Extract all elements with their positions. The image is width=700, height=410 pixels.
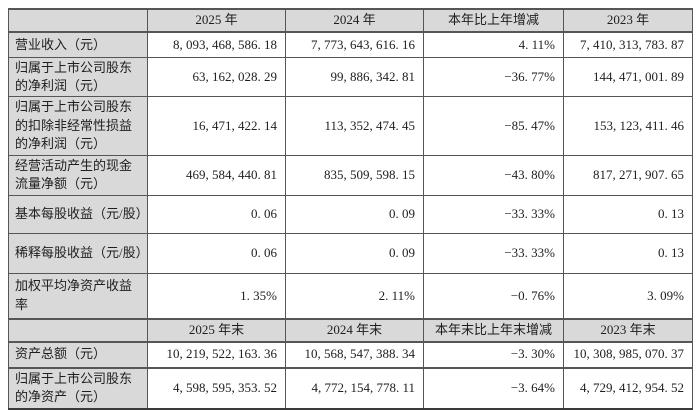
cell-2024: 113, 352, 474. 45 (285, 96, 424, 156)
cell-2023: 144, 471, 001. 89 (563, 56, 693, 98)
row-label: 营业收入（元） (8, 31, 148, 58)
cell-yoy-end-change: −3. 64% (423, 367, 564, 410)
cell-yoy-change: −85. 47% (423, 96, 564, 156)
cell-2023-end: 10, 308, 985, 070. 37 (563, 341, 693, 369)
row-operating-cash-flow: 经营活动产生的现金流量净额（元） 469, 584, 440. 81 835, … (8, 154, 693, 196)
cell-2024: 7, 773, 643, 616. 16 (285, 31, 424, 58)
cell-yoy-change: 4. 11% (423, 31, 564, 58)
financial-summary-table: 2025 年 2024 年 本年比上年增减 2023 年 营业收入（元） 8, … (8, 8, 693, 410)
row-label: 资产总额（元） (8, 341, 148, 369)
cell-2024: 2. 11% (285, 272, 424, 320)
cell-2024: 99, 886, 342. 81 (285, 56, 424, 98)
col-header-2023-end: 2023 年末 (563, 318, 693, 343)
col-header-2025: 2025 年 (147, 8, 286, 33)
cell-2024: 0. 09 (285, 194, 424, 234)
col-header-2024: 2024 年 (285, 8, 424, 33)
cell-2023: 0. 13 (563, 232, 693, 274)
cell-2025: 0. 06 (147, 194, 286, 234)
col-header-2023: 2023 年 (563, 8, 693, 33)
cell-2023: 3. 09% (563, 272, 693, 320)
row-label: 经营活动产生的现金流量净额（元） (8, 154, 148, 196)
period-end-header-row: 2025 年末 2024 年末 本年末比上年末增减 2023 年末 (8, 318, 693, 343)
row-weighted-average-roe: 加权平均净资产收益率 1. 35% 2. 11% −0. 76% 3. 09% (8, 272, 693, 320)
cell-2024: 0. 09 (285, 232, 424, 274)
row-label: 稀释每股收益（元/股） (8, 232, 149, 274)
cell-2025: 1. 35% (147, 272, 286, 320)
row-label: 归属于上市公司股东的净利润（元） (8, 56, 148, 98)
row-operating-revenue: 营业收入（元） 8, 093, 468, 586. 18 7, 773, 643… (8, 31, 693, 58)
cell-2023: 817, 271, 907. 65 (563, 154, 693, 196)
header-blank-cell (8, 318, 148, 343)
row-total-assets: 资产总额（元） 10, 219, 522, 163. 36 10, 568, 5… (8, 341, 693, 369)
col-header-yoy-end-change: 本年末比上年末增减 (423, 318, 564, 343)
cell-yoy-end-change: −3. 30% (423, 341, 564, 369)
cell-2024-end: 10, 568, 547, 388. 34 (285, 341, 424, 369)
cell-2025-end: 10, 219, 522, 163. 36 (147, 341, 286, 369)
cell-2025: 8, 093, 468, 586. 18 (147, 31, 286, 58)
cell-2024: 835, 509, 598. 15 (285, 154, 424, 196)
cell-2025: 469, 584, 440. 81 (147, 154, 286, 196)
cell-2025: 16, 471, 422. 14 (147, 96, 286, 156)
col-header-yoy-change: 本年比上年增减 (423, 8, 564, 33)
cell-yoy-change: −33. 33% (423, 194, 564, 234)
cell-2023-end: 4, 729, 412, 954. 52 (563, 367, 693, 410)
cell-yoy-change: −36. 77% (423, 56, 564, 98)
cell-2025: 0. 06 (147, 232, 286, 274)
row-label: 归属于上市公司股东的净资产（元） (8, 367, 148, 410)
row-net-profit-attributable: 归属于上市公司股东的净利润（元） 63, 162, 028. 29 99, 88… (8, 56, 693, 98)
cell-yoy-change: −43. 80% (423, 154, 564, 196)
cell-2025: 63, 162, 028. 29 (147, 56, 286, 98)
row-net-profit-deducting-non-recurring: 归属于上市公司股东的扣除非经常性损益的净利润（元） 16, 471, 422. … (8, 96, 693, 156)
cell-2025-end: 4, 598, 595, 353. 52 (147, 367, 286, 410)
row-label: 加权平均净资产收益率 (8, 272, 148, 320)
period-header-row: 2025 年 2024 年 本年比上年增减 2023 年 (8, 8, 693, 33)
cell-yoy-change: −0. 76% (423, 272, 564, 320)
header-blank-cell (8, 8, 148, 33)
cell-2024-end: 4, 772, 154, 778. 11 (285, 367, 424, 410)
cell-2023: 153, 123, 411. 46 (563, 96, 693, 156)
row-label: 基本每股收益（元/股） (8, 194, 149, 234)
row-diluted-eps: 稀释每股收益（元/股） 0. 06 0. 09 −33. 33% 0. 13 (8, 232, 693, 274)
cell-2023: 7, 410, 313, 783. 87 (563, 31, 693, 58)
cell-2023: 0. 13 (563, 194, 693, 234)
row-net-assets-attributable: 归属于上市公司股东的净资产（元） 4, 598, 595, 353. 52 4,… (8, 367, 693, 410)
cell-yoy-change: −33. 33% (423, 232, 564, 274)
col-header-2024-end: 2024 年末 (285, 318, 424, 343)
col-header-2025-end: 2025 年末 (147, 318, 286, 343)
row-label: 归属于上市公司股东的扣除非经常性损益的净利润（元） (8, 96, 148, 156)
row-basic-eps: 基本每股收益（元/股） 0. 06 0. 09 −33. 33% 0. 13 (8, 194, 693, 234)
